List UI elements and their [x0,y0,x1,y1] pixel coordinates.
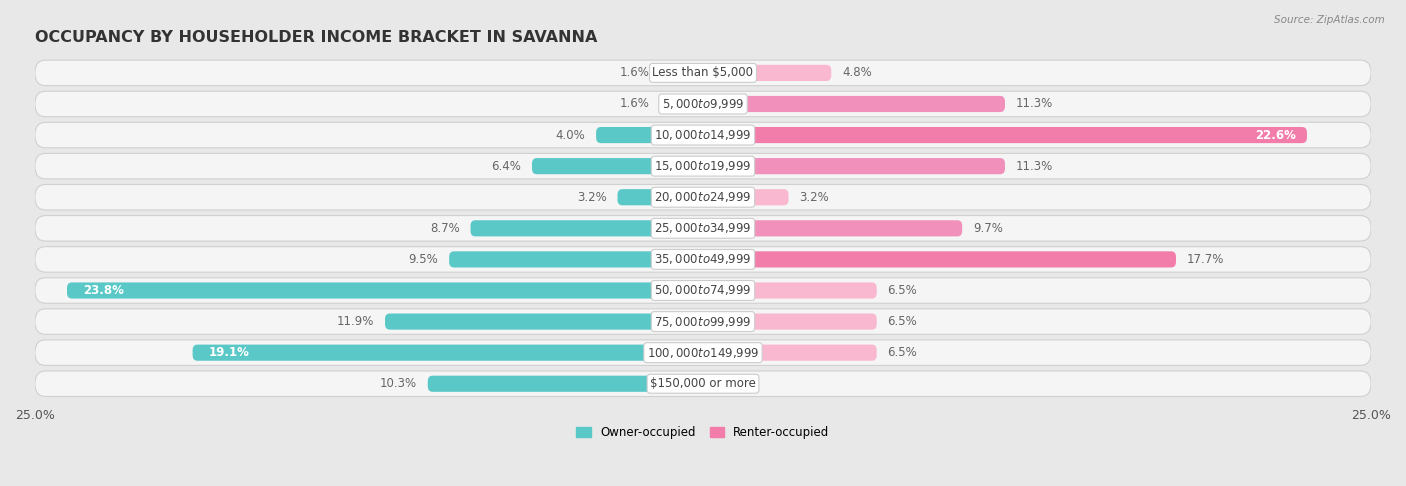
Text: $15,000 to $19,999: $15,000 to $19,999 [654,159,752,173]
Text: 19.1%: 19.1% [208,346,249,359]
Text: Source: ZipAtlas.com: Source: ZipAtlas.com [1274,15,1385,25]
FancyBboxPatch shape [471,220,703,236]
Text: 3.2%: 3.2% [799,191,830,204]
Text: $35,000 to $49,999: $35,000 to $49,999 [654,252,752,266]
FancyBboxPatch shape [449,251,703,267]
Text: 6.5%: 6.5% [887,346,917,359]
FancyBboxPatch shape [703,189,789,205]
FancyBboxPatch shape [35,60,1371,86]
Text: $10,000 to $14,999: $10,000 to $14,999 [654,128,752,142]
FancyBboxPatch shape [703,251,1175,267]
FancyBboxPatch shape [703,345,877,361]
FancyBboxPatch shape [67,282,703,298]
Text: 17.7%: 17.7% [1187,253,1225,266]
FancyBboxPatch shape [35,91,1371,117]
Text: 22.6%: 22.6% [1256,129,1296,141]
Text: 6.5%: 6.5% [887,315,917,328]
Text: $150,000 or more: $150,000 or more [650,377,756,390]
Legend: Owner-occupied, Renter-occupied: Owner-occupied, Renter-occupied [572,421,834,444]
Text: Less than $5,000: Less than $5,000 [652,67,754,79]
FancyBboxPatch shape [35,247,1371,272]
FancyBboxPatch shape [35,371,1371,397]
FancyBboxPatch shape [193,345,703,361]
Text: $100,000 to $149,999: $100,000 to $149,999 [647,346,759,360]
Text: 8.7%: 8.7% [430,222,460,235]
Text: 9.5%: 9.5% [409,253,439,266]
Text: $20,000 to $24,999: $20,000 to $24,999 [654,190,752,204]
Text: $25,000 to $34,999: $25,000 to $34,999 [654,221,752,235]
FancyBboxPatch shape [703,220,962,236]
FancyBboxPatch shape [427,376,703,392]
FancyBboxPatch shape [703,65,831,81]
Text: OCCUPANCY BY HOUSEHOLDER INCOME BRACKET IN SAVANNA: OCCUPANCY BY HOUSEHOLDER INCOME BRACKET … [35,30,598,45]
Text: 1.6%: 1.6% [620,98,650,110]
Text: $50,000 to $74,999: $50,000 to $74,999 [654,283,752,297]
Text: 4.8%: 4.8% [842,67,872,79]
Text: 6.5%: 6.5% [887,284,917,297]
Text: 3.2%: 3.2% [576,191,607,204]
Text: 11.3%: 11.3% [1015,160,1053,173]
Text: 11.3%: 11.3% [1015,98,1053,110]
FancyBboxPatch shape [596,127,703,143]
FancyBboxPatch shape [661,65,703,81]
FancyBboxPatch shape [661,96,703,112]
Text: 9.7%: 9.7% [973,222,1002,235]
FancyBboxPatch shape [703,282,877,298]
FancyBboxPatch shape [703,158,1005,174]
FancyBboxPatch shape [35,122,1371,148]
FancyBboxPatch shape [35,216,1371,241]
Text: 23.8%: 23.8% [83,284,124,297]
FancyBboxPatch shape [703,96,1005,112]
Text: 1.6%: 1.6% [620,67,650,79]
FancyBboxPatch shape [35,154,1371,179]
Text: $5,000 to $9,999: $5,000 to $9,999 [662,97,744,111]
Text: 10.3%: 10.3% [380,377,418,390]
Text: 0.0%: 0.0% [714,377,744,390]
FancyBboxPatch shape [531,158,703,174]
Text: $75,000 to $99,999: $75,000 to $99,999 [654,314,752,329]
FancyBboxPatch shape [703,127,1308,143]
FancyBboxPatch shape [617,189,703,205]
Text: 6.4%: 6.4% [492,160,522,173]
FancyBboxPatch shape [35,340,1371,365]
FancyBboxPatch shape [703,313,877,330]
Text: 4.0%: 4.0% [555,129,585,141]
FancyBboxPatch shape [385,313,703,330]
FancyBboxPatch shape [35,278,1371,303]
FancyBboxPatch shape [35,309,1371,334]
Text: 11.9%: 11.9% [337,315,374,328]
FancyBboxPatch shape [35,185,1371,210]
